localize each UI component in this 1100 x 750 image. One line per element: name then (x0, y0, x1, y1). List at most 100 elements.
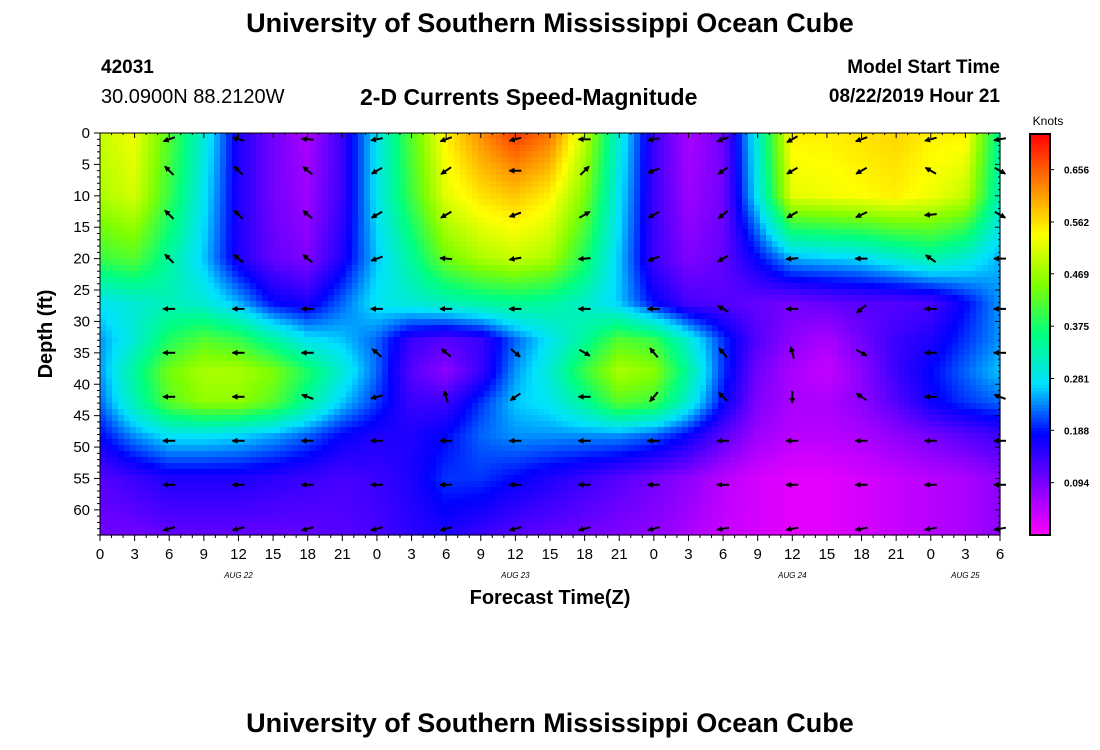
heatmap-cell (748, 157, 755, 164)
heatmap-cell (244, 181, 251, 188)
heatmap-cell (916, 277, 923, 284)
heatmap-cell (346, 253, 353, 260)
heatmap-cell (970, 169, 977, 176)
heatmap-cell (328, 253, 335, 260)
heatmap-cell (616, 295, 623, 302)
heatmap-cell (244, 229, 251, 236)
heatmap-cell (430, 139, 437, 146)
heatmap-cell (178, 253, 185, 260)
heatmap-cell (964, 271, 971, 278)
heatmap-cell (256, 193, 263, 200)
heatmap-cell (280, 175, 287, 182)
heatmap-cell (502, 271, 509, 278)
heatmap-cell (496, 253, 503, 260)
heatmap-cell (304, 151, 311, 158)
heatmap-cell (658, 211, 665, 218)
heatmap-cell (664, 247, 671, 254)
heatmap-cell (736, 205, 743, 212)
heatmap-cell (928, 229, 935, 236)
heatmap-cell (802, 253, 809, 260)
heatmap-cell (382, 187, 389, 194)
heatmap-cell (208, 319, 215, 326)
heatmap-cell (964, 211, 971, 218)
heatmap-cell (622, 283, 629, 290)
heatmap-cell (226, 253, 233, 260)
heatmap-cell (808, 211, 815, 218)
heatmap-cell (934, 271, 941, 278)
heatmap-cell (496, 157, 503, 164)
heatmap-cell (532, 169, 539, 176)
heatmap-cell (316, 145, 323, 152)
heatmap-cell (448, 289, 455, 296)
heatmap-cell (262, 187, 269, 194)
heatmap-cell (814, 295, 821, 302)
heatmap-cell (148, 145, 155, 152)
heatmap-cell (748, 169, 755, 176)
heatmap-cell (898, 181, 905, 188)
heatmap-cell (772, 205, 779, 212)
heatmap-cell (730, 295, 737, 302)
heatmap-cell (586, 217, 593, 224)
heatmap-cell (754, 313, 761, 320)
heatmap-cell (826, 265, 833, 272)
heatmap-cell (652, 151, 659, 158)
heatmap-cell (976, 193, 983, 200)
heatmap-cell (760, 271, 767, 278)
heatmap-cell (826, 259, 833, 266)
heatmap-cell (544, 289, 551, 296)
heatmap-cell (442, 223, 449, 230)
heatmap-cell (370, 319, 377, 326)
heatmap-cell (334, 193, 341, 200)
heatmap-cell (574, 241, 581, 248)
heatmap-cell (484, 229, 491, 236)
heatmap-cell (652, 271, 659, 278)
heatmap-cell (424, 247, 431, 254)
heatmap-cell (238, 157, 245, 164)
heatmap-cell (148, 283, 155, 290)
heatmap-cell (910, 259, 917, 266)
heatmap-cell (298, 175, 305, 182)
heatmap-cell (322, 259, 329, 266)
heatmap-cell (988, 229, 995, 236)
heatmap-cell (562, 151, 569, 158)
heatmap-cell (274, 289, 281, 296)
heatmap-cell (568, 271, 575, 278)
heatmap-cell (250, 139, 257, 146)
heatmap-cell (376, 187, 383, 194)
heatmap-cell (382, 289, 389, 296)
heatmap-cell (268, 301, 275, 308)
heatmap-cell (208, 289, 215, 296)
heatmap-cell (838, 163, 845, 170)
heatmap-cell (880, 139, 887, 146)
heatmap-cell (352, 229, 359, 236)
heatmap-cell (436, 265, 443, 272)
heatmap-cell (328, 325, 335, 332)
heatmap-cell (520, 235, 527, 242)
heatmap-cell (526, 319, 533, 326)
heatmap-cell (100, 145, 107, 152)
heatmap-cell (808, 259, 815, 266)
heatmap-cell (712, 253, 719, 260)
heatmap-cell (664, 301, 671, 308)
heatmap-cell (106, 277, 113, 284)
heatmap-cell (922, 235, 929, 242)
heatmap-cell (610, 217, 617, 224)
heatmap-cell (148, 181, 155, 188)
heatmap-cell (640, 283, 647, 290)
heatmap-cell (718, 199, 725, 206)
heatmap-cell (286, 253, 293, 260)
heatmap-cell (610, 283, 617, 290)
heatmap-cell (988, 289, 995, 296)
heatmap-cell (544, 271, 551, 278)
heatmap-cell (742, 229, 749, 236)
heatmap-cell (214, 223, 221, 230)
heatmap-cell (952, 289, 959, 296)
heatmap-cell (346, 295, 353, 302)
heatmap-cell (262, 319, 269, 326)
heatmap-cell (178, 175, 185, 182)
heatmap-cell (502, 301, 509, 308)
heatmap-cell (790, 145, 797, 152)
heatmap-cell (220, 229, 227, 236)
heatmap-cell (532, 205, 539, 212)
heatmap-cell (610, 313, 617, 320)
